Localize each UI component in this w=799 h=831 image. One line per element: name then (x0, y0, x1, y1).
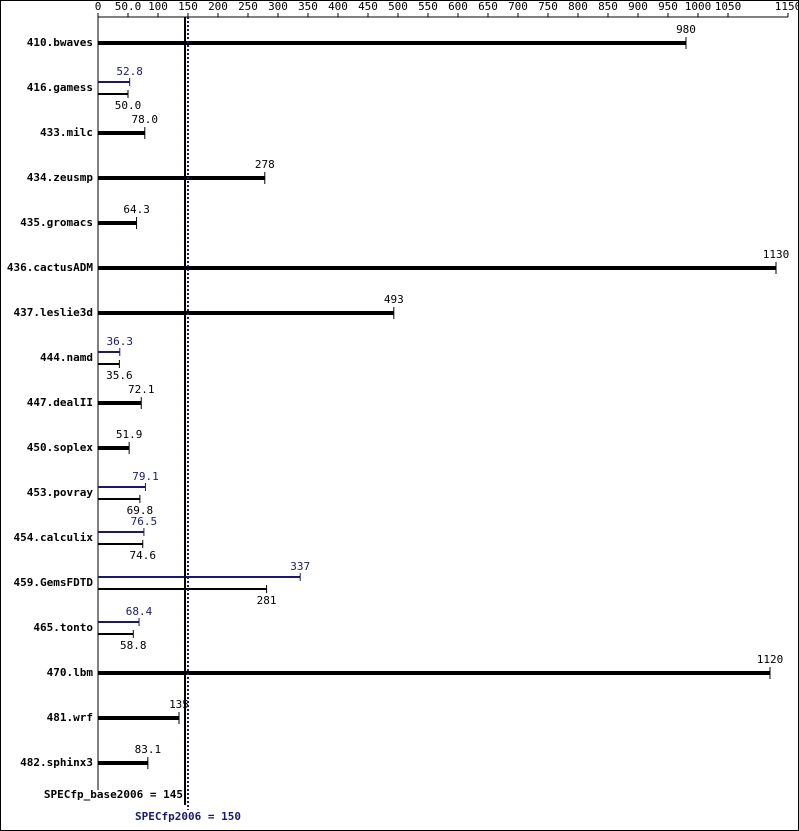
x-tick-label: 700 (508, 0, 528, 13)
bar (98, 401, 142, 405)
bar (98, 176, 265, 180)
category-label: 454.calculix (14, 531, 94, 544)
bar (98, 131, 145, 135)
peak-bar (98, 531, 144, 533)
bar (98, 221, 137, 225)
category-label: 465.tonto (33, 621, 93, 634)
bar (98, 671, 770, 675)
value-label: 79.1 (132, 470, 159, 483)
base-bar (98, 543, 143, 545)
category-label: 433.milc (40, 126, 93, 139)
category-label: 450.soplex (27, 441, 94, 454)
value-label: 36.3 (107, 335, 134, 348)
value-label: 50.0 (115, 99, 142, 112)
bar (98, 761, 148, 765)
peak-bar (98, 81, 130, 83)
x-tick-label: 1000 (685, 0, 712, 13)
x-tick-label: 500 (388, 0, 408, 13)
value-label: 74.6 (130, 549, 157, 562)
x-tick-label: 750 (538, 0, 558, 13)
peak-bar (98, 351, 120, 353)
category-label: 470.lbm (47, 666, 94, 679)
x-tick-label: 100 (148, 0, 168, 13)
value-label: 337 (290, 560, 310, 573)
base-bar (98, 363, 120, 365)
reference-label: SPECfp2006 = 150 (135, 810, 241, 823)
category-label: 447.dealII (27, 396, 93, 409)
value-label: 51.9 (116, 428, 143, 441)
x-tick-label: 650 (478, 0, 498, 13)
category-label: 435.gromacs (20, 216, 93, 229)
bar (98, 446, 130, 450)
x-tick-label: 400 (328, 0, 348, 13)
value-label: 980 (676, 23, 696, 36)
bar (98, 716, 179, 720)
peak-bar (98, 621, 140, 623)
base-bar (98, 498, 140, 500)
x-tick-label: 900 (628, 0, 648, 13)
value-label: 68.4 (126, 605, 153, 618)
value-label: 1120 (757, 653, 784, 666)
value-label: 64.3 (123, 203, 150, 216)
x-tick-label: 600 (448, 0, 468, 13)
value-label: 52.8 (116, 65, 143, 78)
category-label: 437.leslie3d (14, 306, 93, 319)
category-label: 410.bwaves (27, 36, 93, 49)
value-label: 72.1 (128, 383, 155, 396)
x-tick-label: 450 (358, 0, 378, 13)
x-tick-label: 250 (238, 0, 258, 13)
base-bar (98, 633, 134, 635)
value-label: 69.8 (127, 504, 154, 517)
x-tick-label: 1050 (715, 0, 742, 13)
x-tick-label: 950 (658, 0, 678, 13)
value-label: 1130 (763, 248, 790, 261)
value-label: 278 (255, 158, 275, 171)
category-label: 444.namd (40, 351, 93, 364)
x-tick-label: 550 (418, 0, 438, 13)
x-tick-label: 1150 (775, 0, 799, 13)
bar (98, 311, 394, 315)
bar (98, 266, 776, 270)
value-label: 76.5 (131, 515, 158, 528)
category-label: 434.zeusmp (27, 171, 94, 184)
peak-bar (98, 486, 146, 488)
x-tick-label: 800 (568, 0, 588, 13)
x-tick-label: 200 (208, 0, 228, 13)
value-label: 35.6 (106, 369, 133, 382)
base-bar (98, 588, 267, 590)
category-label: 482.sphinx3 (20, 756, 93, 769)
value-label: 58.8 (120, 639, 147, 652)
value-label: 493 (384, 293, 404, 306)
category-label: 436.cactusADM (7, 261, 93, 274)
x-tick-label: 850 (598, 0, 618, 13)
peak-bar (98, 576, 301, 578)
bar (98, 41, 686, 45)
base-bar (98, 93, 128, 95)
value-label: 83.1 (135, 743, 162, 756)
value-label: 135 (169, 698, 189, 711)
x-tick-label: 0 (95, 0, 102, 13)
x-tick-label: 50.0 (115, 0, 142, 13)
value-label: 78.0 (132, 113, 159, 126)
x-tick-label: 300 (268, 0, 288, 13)
x-tick-label: 350 (298, 0, 318, 13)
category-label: 453.povray (27, 486, 94, 499)
x-tick-label: 150 (178, 0, 198, 13)
value-label: 281 (257, 594, 277, 607)
reference-label: SPECfp_base2006 = 145 (44, 788, 183, 801)
category-label: 481.wrf (47, 711, 93, 724)
category-label: 416.gamess (27, 81, 93, 94)
category-label: 459.GemsFDTD (14, 576, 94, 589)
